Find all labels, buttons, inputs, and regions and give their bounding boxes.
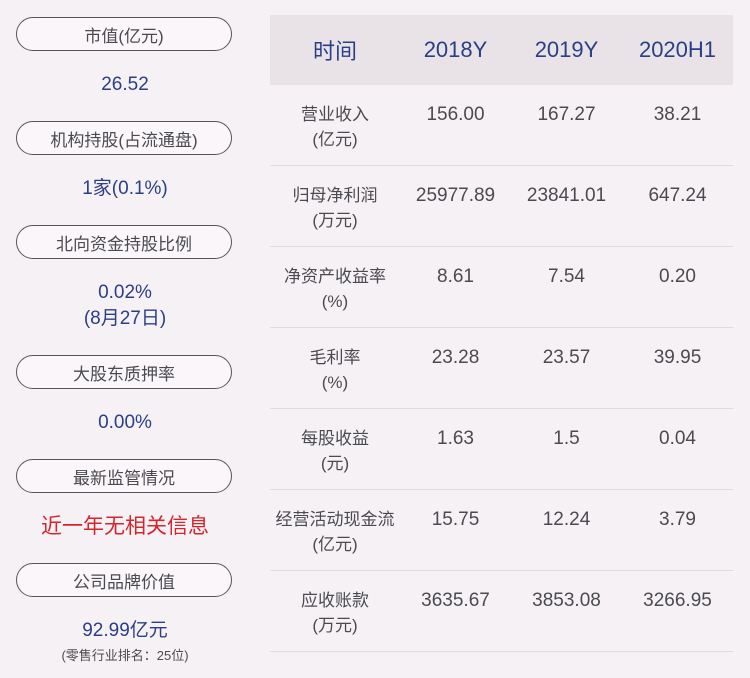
- table-cell: 39.95: [653, 347, 702, 368]
- header-period: 时间: [312, 39, 357, 64]
- stock-summary-panel: 市值(亿元) 26.52 机构持股(占流通盘) 1家(0.1%) 北向资金持股比…: [0, 0, 250, 678]
- table-cell: 7.54: [548, 266, 585, 287]
- table-row: 经营活动现金流 (亿元) 15.75 12.24 3.79: [270, 490, 733, 571]
- table-row: 应收账款 (万元) 3635.67 3853.08 3266.95: [270, 571, 733, 652]
- table-cell: 12.24: [542, 509, 591, 530]
- table-row: 归母净利润 (万元) 25977.89 23841.01 647.24: [270, 166, 733, 247]
- table-cell: 3853.08: [532, 590, 601, 611]
- table-cell: 3635.67: [421, 590, 490, 611]
- row-label: 应收账款 (万元): [301, 591, 369, 635]
- table-cell: 647.24: [648, 185, 707, 206]
- table-cell: 0.20: [659, 266, 696, 287]
- table-row: 每股收益 (元) 1.63 1.5 0.04: [270, 409, 733, 490]
- pledge-ratio-value: 0.00%: [98, 412, 152, 433]
- row-label: 毛利率 (%): [309, 348, 361, 392]
- table-cell: 3266.95: [643, 590, 712, 611]
- northbound-holding-date: (8月27日): [83, 308, 167, 329]
- institution-holding-label: 机构持股(占流通盘): [16, 121, 232, 155]
- table-row: 毛利率 (%) 23.28 23.57 39.95: [270, 328, 733, 409]
- table-row: 营业收入 (亿元) 156.00 167.27 38.21: [270, 85, 733, 166]
- northbound-holding-label: 北向资金持股比例: [16, 225, 232, 259]
- brand-rank-note: (零售行业排名：25位): [61, 648, 189, 663]
- table-cell: 23.57: [542, 347, 591, 368]
- table-cell: 15.75: [431, 509, 480, 530]
- header-2019: 2019Y: [534, 37, 599, 62]
- table-cell: 23.28: [431, 347, 480, 368]
- financial-table: 时间 2018Y 2019Y 2020H1 营业收入 (亿元) 156.00 16…: [270, 15, 733, 652]
- table-cell: 167.27: [537, 104, 596, 125]
- brand-value-value: 92.99亿元: [82, 620, 168, 641]
- row-label: 营业收入 (亿元): [301, 105, 369, 149]
- row-label: 经营活动现金流 (亿元): [275, 510, 395, 554]
- table-cell: 25977.89: [415, 185, 496, 206]
- market-cap-label: 市值(亿元): [16, 17, 232, 51]
- table-cell: 23841.01: [526, 185, 607, 206]
- market-cap-value: 26.52: [101, 74, 149, 95]
- row-label: 每股收益 (元): [301, 429, 369, 473]
- header-2018: 2018Y: [423, 37, 488, 62]
- regulatory-status-label: 最新监管情况: [16, 459, 232, 493]
- table-row: 净资产收益率 (%) 8.61 7.54 0.20: [270, 247, 733, 328]
- table-cell: 156.00: [426, 104, 485, 125]
- northbound-holding-value: 0.02%: [98, 282, 152, 303]
- table-cell: 1.5: [553, 428, 580, 449]
- table-cell: 38.21: [653, 104, 702, 125]
- row-label: 归母净利润 (万元): [292, 186, 378, 230]
- table-cell: 3.79: [659, 509, 696, 530]
- table-cell: 1.63: [437, 428, 474, 449]
- table-cell: 8.61: [437, 266, 474, 287]
- table-header: 时间 2018Y 2019Y 2020H1: [270, 15, 733, 85]
- pledge-ratio-label: 大股东质押率: [16, 355, 232, 389]
- institution-holding-value: 1家(0.1%): [82, 178, 168, 199]
- table-cell: 0.04: [659, 428, 696, 449]
- regulatory-status-value: 近一年无相关信息: [41, 515, 209, 538]
- header-2020h1: 2020H1: [638, 37, 717, 62]
- brand-value-label: 公司品牌价值: [16, 563, 232, 597]
- row-label: 净资产收益率 (%): [284, 267, 386, 311]
